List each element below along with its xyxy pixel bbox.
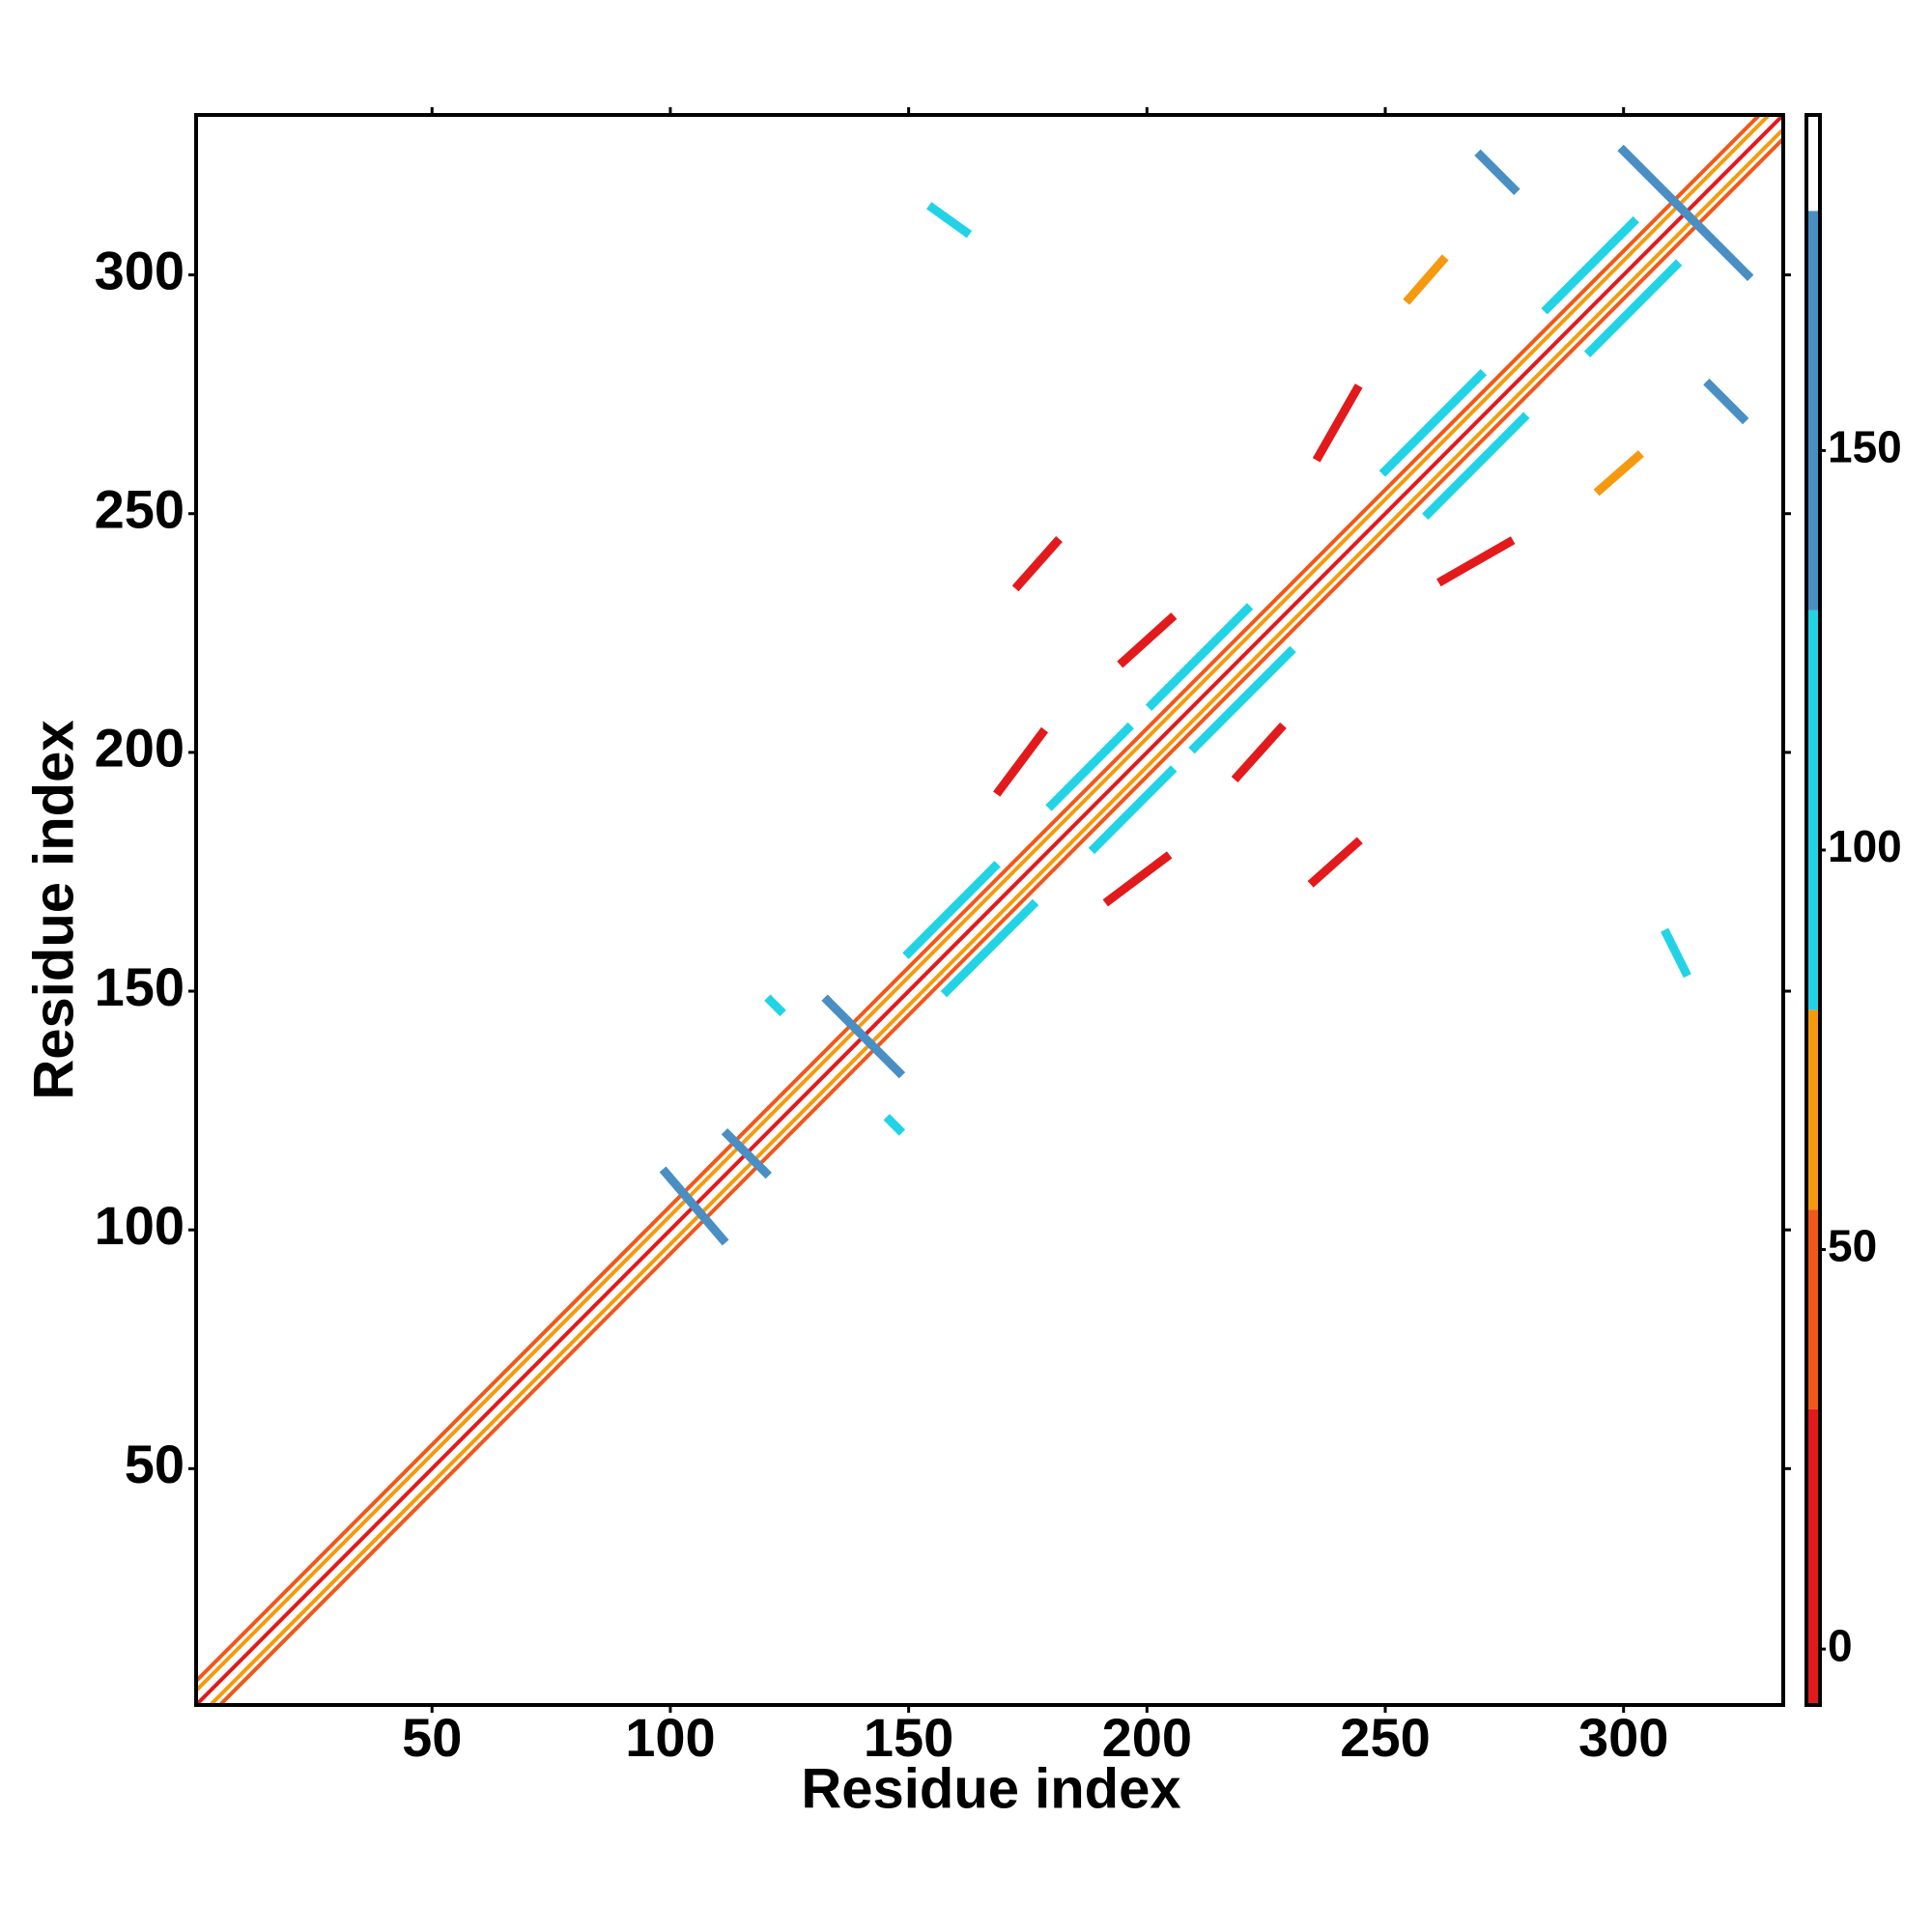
contact [1403, 254, 1449, 305]
colorbar-band [1806, 1408, 1820, 1705]
contact [764, 994, 786, 1017]
contact [1541, 215, 1639, 315]
colorbar-band [1806, 211, 1820, 611]
y-tick-label: 200 [95, 718, 185, 779]
contact [821, 994, 906, 1079]
colorbar-band [1806, 1209, 1820, 1409]
x-axis-label: Residue index [801, 1757, 1180, 1820]
contact [721, 1127, 772, 1179]
contact [210, 128, 1784, 1706]
y-tick-label: 50 [125, 1434, 185, 1494]
contact [940, 898, 1039, 998]
y-axis-label: Residue index [22, 720, 85, 1099]
contact [1617, 144, 1754, 281]
contact [1703, 378, 1749, 425]
x-tick-label: 200 [1102, 1707, 1192, 1768]
colorbar-frame [1804, 113, 1822, 1707]
contact [659, 1166, 729, 1246]
contact [1307, 837, 1363, 888]
contact [195, 114, 1770, 1691]
y-tick-label: 300 [95, 240, 185, 300]
colorbar-tick-label: 50 [1828, 1221, 1877, 1271]
contact [993, 726, 1049, 797]
colorbar-band [1806, 1009, 1820, 1210]
contact [926, 202, 973, 239]
contact [883, 1114, 906, 1136]
contact [1378, 369, 1488, 477]
y-tick-label: 100 [95, 1195, 185, 1256]
plot-frame [194, 113, 1785, 1707]
y-tick-label: 250 [95, 479, 185, 540]
x-tick-label: 100 [625, 1707, 715, 1768]
x-tick-label: 150 [864, 1707, 953, 1768]
colorbar-band [1806, 115, 1820, 212]
x-tick-label: 250 [1340, 1707, 1430, 1768]
contact [1088, 765, 1178, 855]
x-tick-label: 50 [402, 1707, 462, 1768]
contact [1231, 722, 1287, 782]
contact [1045, 722, 1134, 811]
colorbar-tick-label: 150 [1828, 422, 1902, 472]
contact [195, 114, 1784, 1706]
contact [1188, 645, 1296, 754]
contact [219, 138, 1784, 1706]
colorbar-band [1806, 610, 1820, 1010]
contact [1593, 450, 1644, 497]
contact [1661, 927, 1691, 979]
y-tick-label: 150 [95, 956, 185, 1017]
contact [195, 114, 1760, 1682]
contact [1422, 412, 1530, 521]
x-tick-label: 300 [1578, 1707, 1668, 1768]
contact [902, 861, 1001, 959]
colorbar-tick-label: 0 [1828, 1620, 1853, 1670]
contact [1474, 149, 1520, 195]
contact [1436, 536, 1516, 587]
contact [1102, 851, 1173, 907]
contact [1583, 259, 1683, 358]
contact [1011, 536, 1063, 592]
contact [1145, 603, 1254, 711]
contact [1312, 384, 1363, 463]
colorbar-tick-label: 100 [1828, 821, 1902, 871]
contact [1117, 612, 1178, 668]
